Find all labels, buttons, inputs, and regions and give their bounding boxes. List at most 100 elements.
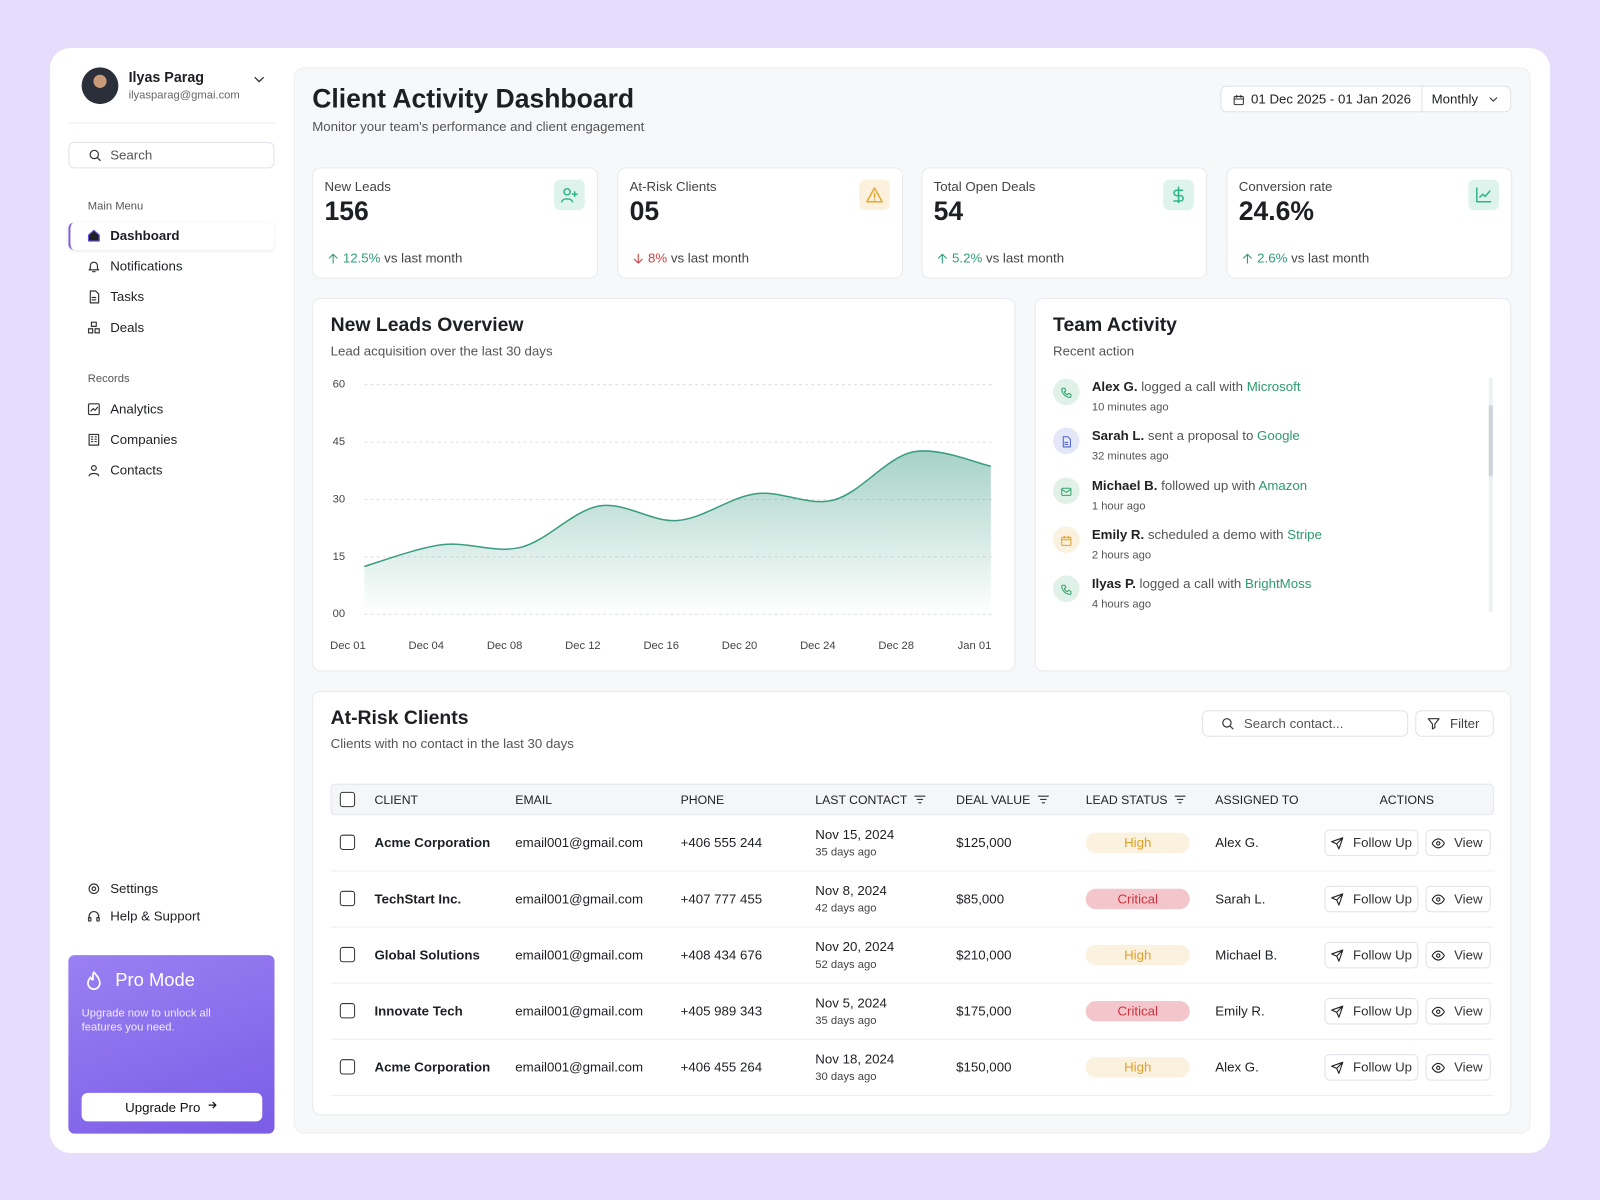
follow-up-button[interactable] (1324, 997, 1419, 1025)
chart-title: New Leads Overview (330, 314, 524, 337)
activity-icon (1060, 534, 1072, 546)
column-header: CLIENT (374, 792, 419, 807)
button-label: Upgrade Pro (125, 1099, 201, 1115)
table-title: At-Risk Clients (330, 707, 469, 730)
status-label: High (1124, 834, 1152, 851)
menu-icon (87, 463, 101, 477)
actor: Emily R. (1091, 526, 1145, 542)
follow-up-button[interactable] (1324, 885, 1419, 913)
search-icon (88, 148, 102, 162)
search-box[interactable] (68, 141, 275, 169)
chart-subtitle: Lead acquisition over the last 30 days (330, 343, 553, 359)
change-suffix: vs last month (384, 250, 463, 266)
checkbox[interactable] (339, 1003, 356, 1019)
action: logged a call with (1141, 378, 1244, 395)
days-ago: 30 days ago (815, 1070, 877, 1084)
contact-search[interactable] (1202, 710, 1409, 737)
status-pill-bg (1085, 1057, 1190, 1078)
assigned-to: Emily R. (1215, 1003, 1265, 1019)
eye-icon (1431, 837, 1445, 850)
upgrade-button[interactable]: Upgrade Pro (81, 1092, 263, 1122)
button-label: View (1454, 947, 1483, 963)
kpi-card (617, 167, 904, 279)
action: sent a proposal to (1147, 428, 1254, 444)
menu-icon (87, 229, 101, 243)
menu-item[interactable]: Analytics (110, 401, 164, 417)
days-ago: 35 days ago (815, 1014, 877, 1027)
menu-item[interactable]: Companies (110, 431, 178, 448)
change-value: 5.2% (952, 250, 983, 266)
client-name: Acme Corporation (374, 834, 491, 851)
section-label: Records (87, 372, 130, 386)
menu-item[interactable]: Settings (110, 880, 159, 897)
menu-icon (87, 320, 101, 334)
menu-item[interactable]: Help & Support (110, 908, 201, 924)
activity-time: 4 hours ago (1091, 598, 1152, 611)
activity-card (1034, 297, 1512, 672)
kpi-value: 156 (324, 195, 369, 226)
checkbox[interactable] (339, 834, 356, 850)
status-label: Critical (1117, 1003, 1159, 1019)
activity-icon (1060, 583, 1072, 596)
follow-up-button[interactable] (1324, 941, 1419, 969)
checkbox[interactable] (339, 791, 356, 808)
checkbox[interactable] (339, 1059, 356, 1075)
sort-icon (1173, 793, 1186, 806)
deal-value: $85,000 (956, 891, 1005, 907)
filter-button[interactable] (1415, 710, 1494, 737)
pro-title: Pro Mode (115, 969, 195, 990)
last-contact: Nov 20, 2024 (815, 938, 895, 955)
status-pill-bg (1085, 1001, 1190, 1022)
activity-time: 10 minutes ago (1091, 401, 1169, 414)
days-ago: 35 days ago (815, 846, 877, 859)
client-name: TechStart Inc. (374, 891, 462, 907)
menu-icon (87, 433, 101, 447)
menu-item[interactable]: Tasks (110, 288, 145, 305)
sort-icon (913, 793, 926, 806)
button-label: Follow Up (1353, 1003, 1413, 1019)
eye-icon (1431, 1061, 1445, 1074)
deal-value: $210,000 (956, 947, 1012, 963)
button-label: Follow Up (1353, 947, 1413, 963)
scroll-track (1488, 377, 1493, 613)
pro-text: Upgrade now to unlock all features you n… (81, 1007, 211, 1034)
kpi-card (1226, 167, 1513, 279)
trend-arrow (936, 252, 949, 265)
menu-item[interactable]: Deals (110, 319, 145, 335)
phone: +407 777 455 (680, 891, 763, 907)
send-icon (1331, 1061, 1344, 1074)
eye-icon (1431, 949, 1445, 962)
kpi-change: 5.2% vs last month (952, 250, 1064, 266)
activity-subtitle: Recent action (1053, 343, 1135, 359)
arrow-icon (206, 1098, 218, 1116)
kpi-icon (1169, 186, 1187, 204)
date-picker[interactable] (1220, 85, 1512, 113)
user-email: ilyasparag@gmai.com (128, 89, 240, 102)
activity-icon-bg (1053, 477, 1080, 504)
kpi-value: 54 (933, 195, 964, 226)
activity-icon (1060, 435, 1072, 448)
checkbox[interactable] (339, 946, 356, 963)
email: email001@gmail.com (515, 891, 644, 907)
assigned-to: Alex G. (1215, 1059, 1259, 1075)
follow-up-button[interactable] (1324, 829, 1419, 857)
last-contact: Nov 15, 2024 (815, 826, 895, 843)
checkbox[interactable] (339, 890, 356, 907)
page-subtitle: Monitor your team's performance and clie… (312, 118, 645, 134)
kpi-icon (1474, 186, 1492, 204)
menu-item[interactable]: Contacts (110, 462, 163, 478)
kpi-label: Total Open Deals (933, 178, 1036, 195)
column-header: LAST CONTACT (815, 792, 908, 807)
column-header: PHONE (680, 792, 725, 807)
period[interactable]: Monthly (1431, 91, 1479, 107)
kpi-change: 2.6% vs last month (1257, 250, 1369, 266)
change-value: 8% (647, 250, 668, 266)
kpi-card (312, 167, 598, 279)
action: followed up with (1161, 477, 1256, 493)
button-label: View (1454, 1003, 1483, 1019)
follow-up-button[interactable] (1324, 1054, 1419, 1081)
menu-item[interactable]: Dashboard (110, 227, 180, 244)
menu-item[interactable]: Notifications (110, 258, 183, 274)
send-icon (1331, 893, 1344, 906)
